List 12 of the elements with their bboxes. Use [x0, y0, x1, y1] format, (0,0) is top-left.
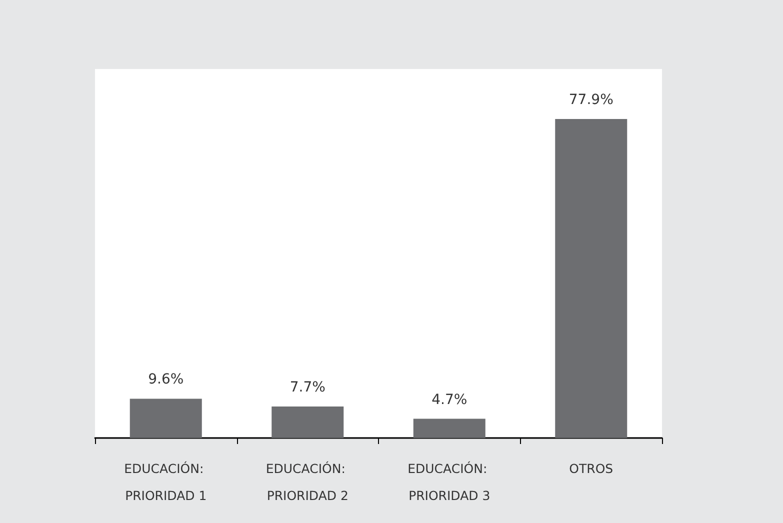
x-tick-label: EDUCACIÓN: PRIORIDAD 1	[124, 461, 208, 503]
bar	[130, 398, 202, 438]
x-tick-label: EDUCACIÓN: PRIORIDAD 3	[408, 461, 492, 503]
bar	[555, 119, 628, 438]
x-tick-label: OTROS	[569, 461, 614, 476]
bar	[413, 418, 486, 438]
data-label: 4.7%	[432, 392, 468, 408]
data-label: 7.7%	[290, 379, 326, 396]
bar	[272, 406, 344, 438]
x-tick-label: EDUCACIÓN: PRIORIDAD 2	[266, 461, 350, 503]
data-label: 9.6%	[148, 372, 184, 388]
data-label: 77.9%	[568, 92, 614, 108]
